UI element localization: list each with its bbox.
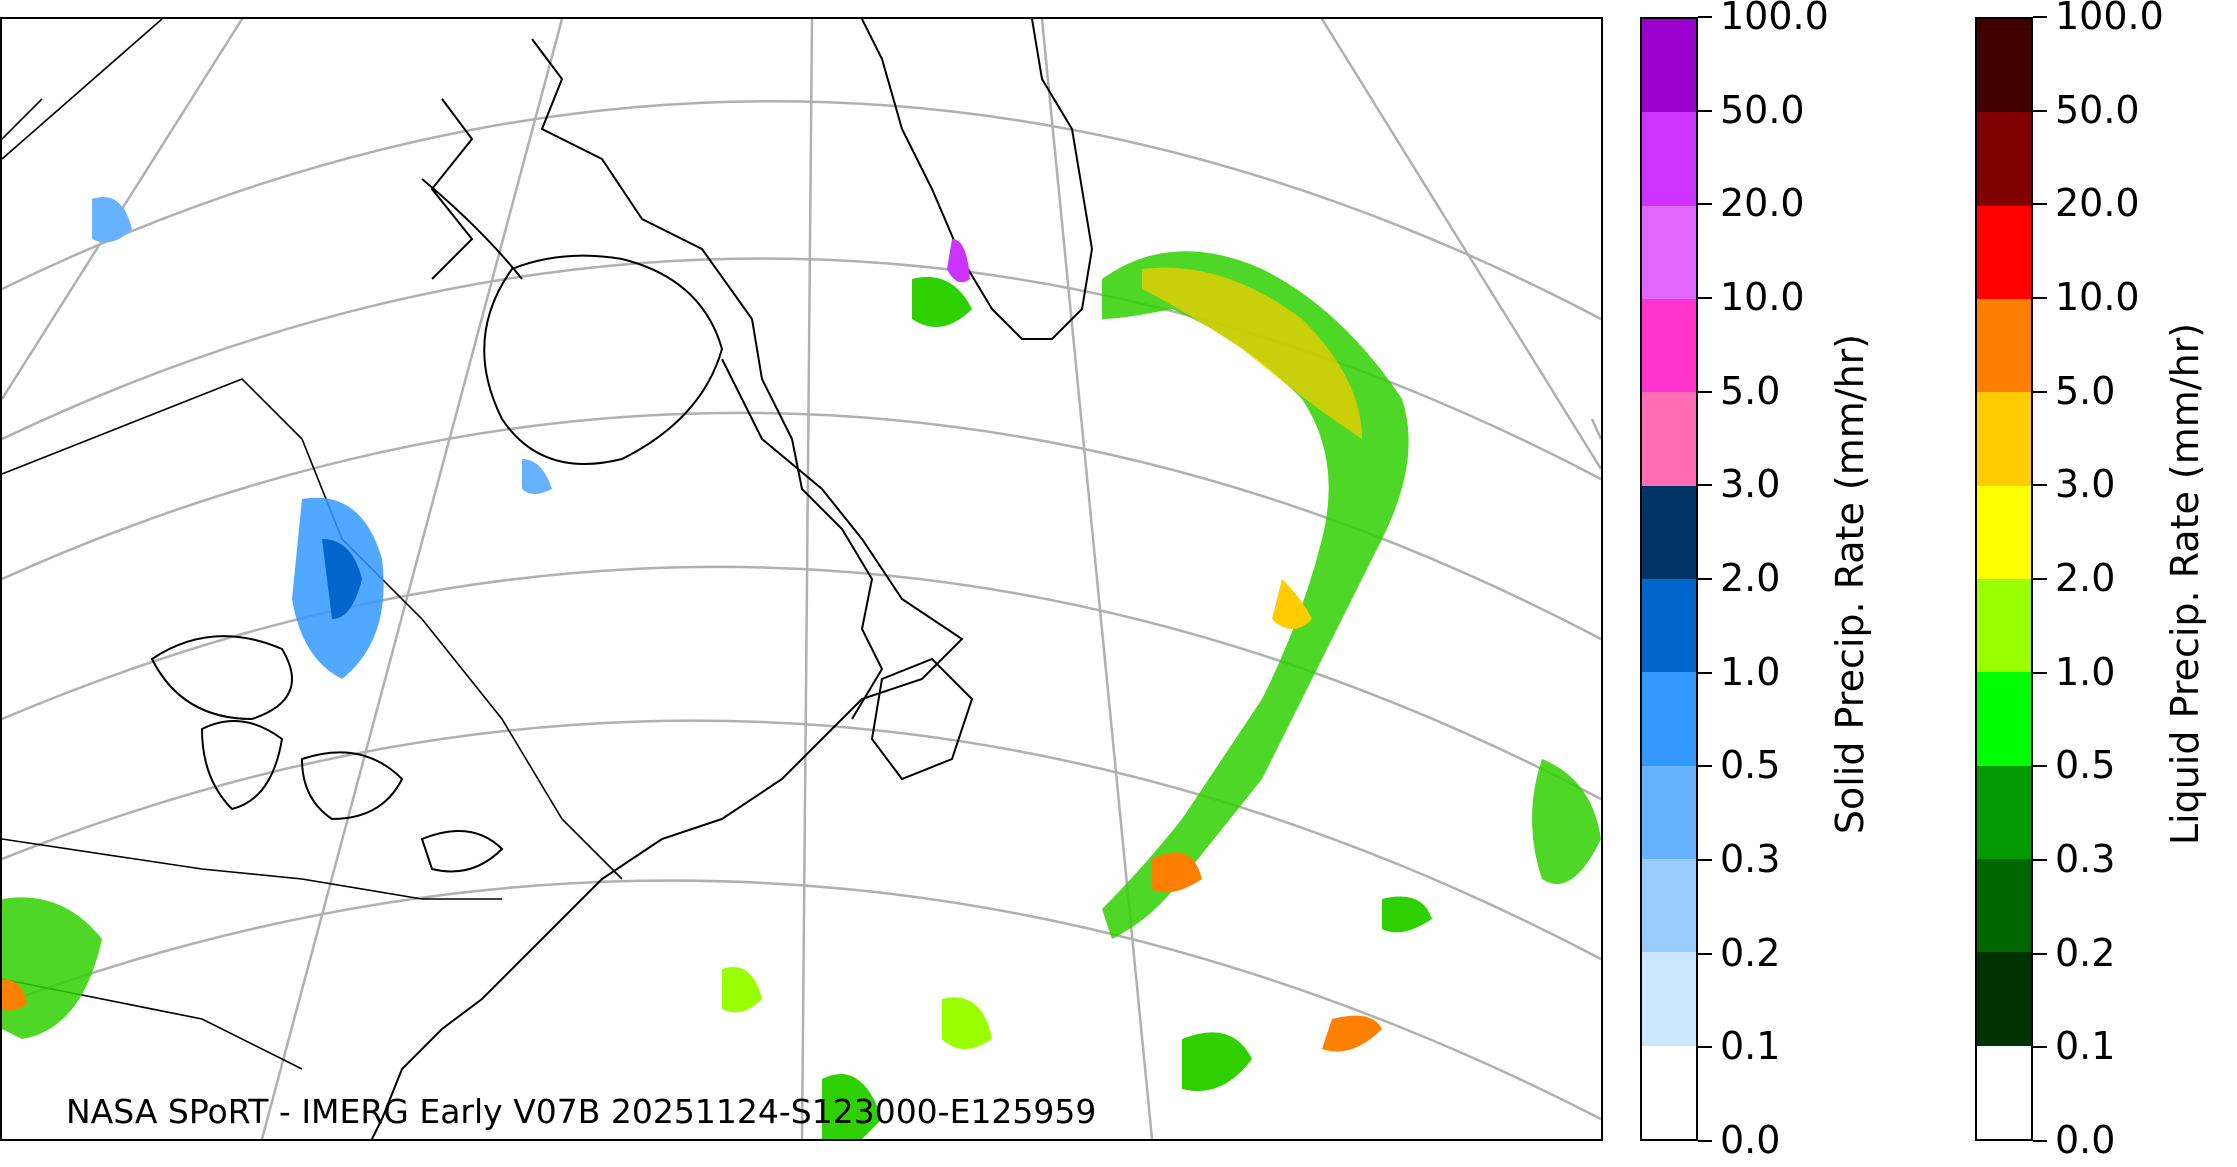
solid_colorbar-tick (1698, 952, 1712, 955)
solid_colorbar-tick (1698, 671, 1712, 674)
solid_colorbar-tick-label: 1.0 (1720, 649, 1781, 694)
liquid_colorbar-tick (2033, 578, 2047, 580)
solid_colorbar-tick (1698, 1140, 1712, 1142)
solid_colorbar-segment (1642, 19, 1696, 113)
solid_colorbar-segment (1642, 392, 1696, 486)
solid_colorbar-segment (1642, 579, 1696, 673)
liquid_colorbar-segment (1977, 579, 2031, 673)
solid_colorbar-segment (1642, 1045, 1696, 1139)
liquid_colorbar-segment (1977, 1045, 2031, 1139)
liquid_colorbar-segment (1977, 19, 2031, 113)
solid_colorbar-tick (1698, 203, 1712, 206)
liquid_colorbar-tick-label: 0.1 (2055, 1024, 2116, 1069)
liquid_colorbar-tick-label: 2.0 (2055, 556, 2116, 600)
liquid_colorbar-tick (2033, 297, 2047, 299)
solid_colorbar-tick-label: 20.0 (1720, 181, 1805, 226)
liquid_colorbar-segment (1977, 112, 2031, 206)
solid_colorbar-tick-label: 0.3 (1720, 837, 1781, 881)
liquid_colorbar-tick (2033, 952, 2047, 955)
solid_colorbar-segment (1642, 485, 1696, 580)
solid-precip-colorbar (1640, 17, 1698, 1141)
liquid_colorbar-tick (2033, 16, 2047, 18)
solid_colorbar-tick (1698, 16, 1712, 18)
liquid_colorbar-tick (2033, 484, 2047, 487)
precipitation-layer (2, 197, 1601, 1139)
liquid_colorbar-tick-label: 50.0 (2055, 87, 2140, 132)
solid_colorbar-tick-label: 0.0 (1720, 1118, 1781, 1162)
solid_colorbar-tick-label: 10.0 (1720, 275, 1805, 319)
liquid_colorbar-tick (2033, 1046, 2047, 1049)
liquid_colorbar-tick (2033, 109, 2047, 112)
solid_colorbar-tick (1698, 297, 1712, 299)
solid_colorbar-segment (1642, 672, 1696, 766)
liquid_colorbar-tick (2033, 390, 2047, 393)
liquid_colorbar-tick-label: 0.0 (2055, 1118, 2116, 1162)
liquid_colorbar-tick-label: 5.0 (2055, 368, 2116, 413)
solid_colorbar-tick-label: 3.0 (1720, 462, 1781, 507)
liquid_colorbar-segment (1977, 205, 2031, 300)
liquid_colorbar-tick-label: 0.2 (2055, 930, 2116, 975)
solid_colorbar-segment (1642, 112, 1696, 206)
solid_colorbar-segment (1642, 765, 1696, 860)
liquid_colorbar-tick-label: 10.0 (2055, 275, 2140, 319)
precip-map: NASA SPoRT - IMERG Early V07B 20251124-S… (0, 17, 1603, 1141)
solid_colorbar-tick-label: 0.5 (1720, 743, 1781, 788)
solid_colorbar-tick (1698, 765, 1712, 768)
liquid_colorbar-tick (2033, 203, 2047, 206)
liquid-precip-colorbar (1975, 17, 2033, 1141)
solid_colorbar-segment (1642, 299, 1696, 393)
liquid_colorbar-tick-label: 0.5 (2055, 743, 2116, 788)
map-credit: NASA SPoRT - IMERG Early V07B 20251124-S… (66, 1092, 1097, 1131)
liquid_colorbar-tick (2033, 671, 2047, 674)
liquid_colorbar-segment (1977, 765, 2031, 860)
liquid_colorbar-tick (2033, 765, 2047, 768)
solid_colorbar-segment (1642, 952, 1696, 1046)
solid_colorbar-tick (1698, 578, 1712, 580)
liquid_colorbar-segment (1977, 485, 2031, 580)
solid_colorbar-tick-label: 5.0 (1720, 368, 1781, 413)
liquid_colorbar-segment (1977, 859, 2031, 953)
map-canvas (2, 19, 1601, 1139)
liquid_colorbar-tick-label: 100.0 (2055, 0, 2164, 38)
liquid_colorbar-segment (1977, 392, 2031, 486)
solid_colorbar-tick-label: 2.0 (1720, 556, 1781, 600)
graticule (2, 19, 1601, 1139)
liquid_colorbar-tick (2033, 1140, 2047, 1142)
liquid_colorbar-tick-label: 0.3 (2055, 837, 2116, 881)
solid_colorbar-tick (1698, 859, 1712, 861)
solid_colorbar-tick-label: 0.1 (1720, 1024, 1781, 1069)
solid_colorbar-segment (1642, 859, 1696, 953)
liquid_colorbar-segment (1977, 299, 2031, 393)
solid_colorbar-tick (1698, 390, 1712, 393)
liquid_colorbar-tick-label: 3.0 (2055, 462, 2116, 507)
liquid_colorbar-segment (1977, 952, 2031, 1046)
liquid_colorbar-tick (2033, 859, 2047, 861)
solid_colorbar-tick (1698, 109, 1712, 112)
solid_colorbar-tick (1698, 1046, 1712, 1049)
solid_colorbar-tick (1698, 484, 1712, 487)
liquid_colorbar-tick-label: 20.0 (2055, 181, 2140, 226)
solid_colorbar-tick-label: 100.0 (1720, 0, 1829, 38)
solid_colorbar-tick-label: 0.2 (1720, 930, 1781, 975)
liquid-colorbar-title: Liquid Precip. Rate (mm/hr) (2163, 322, 2207, 846)
liquid_colorbar-segment (1977, 672, 2031, 766)
liquid_colorbar-tick-label: 1.0 (2055, 649, 2116, 694)
solid_colorbar-tick-label: 50.0 (1720, 87, 1805, 132)
solid_colorbar-segment (1642, 205, 1696, 300)
solid-colorbar-title: Solid Precip. Rate (mm/hr) (1828, 333, 1872, 835)
